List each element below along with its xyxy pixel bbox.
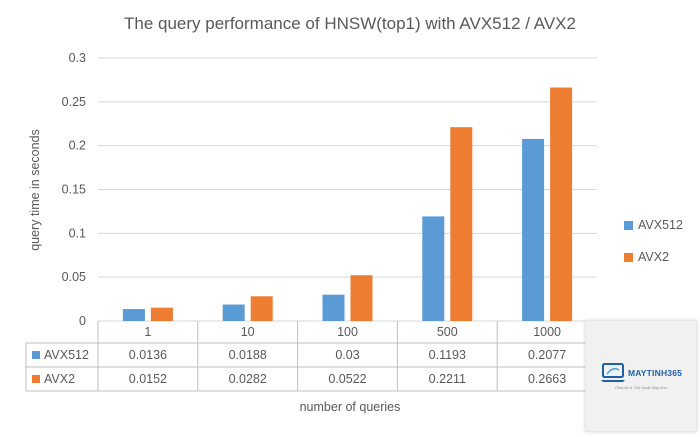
y-tick-label: 0.1	[69, 226, 86, 240]
bar-avx512-10	[222, 304, 245, 321]
data-label: 0.0152	[129, 372, 167, 386]
y-tick-label: 0.3	[69, 51, 86, 65]
watermark-tagline: Chia sẻ & Thủ thuật Máy tính	[615, 385, 667, 390]
bar-avx2-1000	[550, 87, 573, 321]
data-label: 0.0136	[129, 348, 167, 362]
y-tick-label: 0.05	[62, 270, 86, 284]
chart-title: The query performance of HNSW(top1) with…	[124, 14, 576, 33]
legend-item-avx2: AVX2	[624, 247, 683, 267]
bar-avx2-100	[350, 275, 373, 321]
y-tick-label: 0	[79, 314, 86, 328]
legend: AVX512 AVX2	[624, 215, 683, 279]
x-tick-label: 10	[241, 325, 255, 339]
legend-swatch-avx2	[624, 252, 633, 262]
legend-label-avx2: AVX2	[638, 250, 670, 264]
table-swatch-avx2	[32, 375, 40, 383]
data-label: 0.2077	[528, 348, 566, 362]
bar-avx512-1	[122, 309, 145, 321]
x-axis-label: number of queries	[299, 400, 401, 414]
x-tick-label: 1	[144, 325, 151, 339]
bar-avx512-100	[322, 294, 345, 321]
data-label: 0.0522	[328, 372, 366, 386]
table-series-name: AVX512	[44, 348, 89, 362]
data-label: 0.1193	[429, 348, 466, 362]
laptop-icon	[600, 363, 625, 382]
watermark-logo: MAYTINH365	[600, 362, 682, 384]
data-label: 0.0282	[229, 372, 267, 386]
bar-avx2-1	[150, 307, 173, 321]
data-label: 0.2211	[429, 372, 466, 386]
y-tick-label: 0.2	[69, 139, 86, 153]
y-tick-label: 0.15	[62, 183, 86, 197]
legend-swatch-avx512	[624, 220, 633, 230]
data-label: 0.03	[335, 348, 359, 362]
y-tick-label: 0.25	[62, 95, 86, 109]
table-swatch-avx512	[32, 351, 40, 359]
x-tick-label: 500	[437, 325, 458, 339]
x-tick-label: 100	[337, 325, 358, 339]
bar-avx2-10	[250, 296, 273, 321]
data-label: 0.2663	[528, 372, 566, 386]
data-label: 0.0188	[229, 348, 267, 362]
watermark-brand: MAYTINH365	[627, 368, 683, 378]
table-series-name: AVX2	[44, 372, 75, 386]
legend-item-avx512: AVX512	[624, 215, 683, 235]
bar-avx2-500	[450, 127, 473, 321]
watermark: MAYTINH365 Chia sẻ & Thủ thuật Máy tính	[585, 320, 697, 432]
bar-avx512-500	[422, 216, 445, 321]
x-tick-label: 1000	[533, 325, 561, 339]
y-axis-label: query time in seconds	[28, 129, 42, 251]
legend-label-avx512: AVX512	[638, 218, 683, 232]
bar-avx512-1000	[522, 138, 545, 321]
